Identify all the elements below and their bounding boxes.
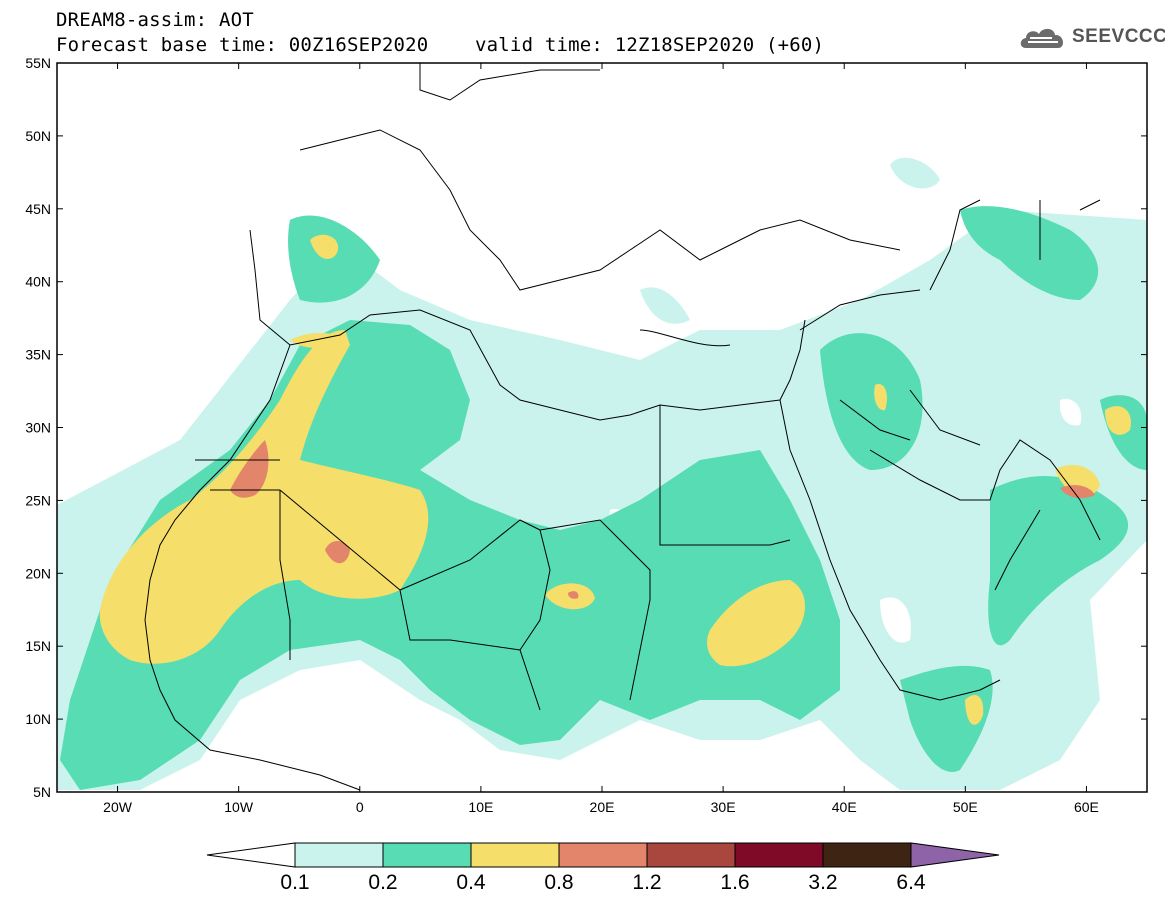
colorbar-label: 3.2 <box>808 871 837 894</box>
valid-time-value: 12Z18SEP2020 (+60) <box>614 34 825 56</box>
colorbar-label: 1.2 <box>632 871 661 894</box>
lat-tick-label: 20N <box>25 565 51 581</box>
colorbar-swatch <box>822 842 912 868</box>
colorbar-label: 6.4 <box>896 871 926 894</box>
map-title: DREAM8-assim: AOT <box>56 9 254 31</box>
colorbar-swatch <box>470 842 560 868</box>
lat-tick-label: 10N <box>25 711 51 727</box>
base-time-label: Forecast base time: <box>56 34 278 56</box>
base-time-value: 00Z16SEP2020 <box>288 34 429 56</box>
lat-tick-label: 30N <box>25 420 51 436</box>
lat-tick-label: 40N <box>25 274 51 290</box>
colorbar-swatch <box>734 842 824 868</box>
lon-tick-label: 20W <box>103 799 133 815</box>
lat-tick-label: 15N <box>25 638 51 654</box>
colorbar-label: 0.2 <box>368 871 397 894</box>
colorbar-under-arrow <box>206 842 296 868</box>
colorbar: 0.1 0.2 0.4 0.8 1.2 1.6 3.2 6.4 <box>206 842 1000 894</box>
aot-field <box>57 157 1147 790</box>
colorbar-swatch <box>646 842 736 868</box>
colorbar-label: 0.4 <box>456 871 486 894</box>
lon-tick-label: 10E <box>468 799 493 815</box>
colorbar-label: 1.6 <box>720 871 749 894</box>
lon-tick-label: 0 <box>356 799 364 815</box>
lat-tick-label: 45N <box>25 201 51 217</box>
time-info: Forecast base time: 00Z16SEP2020 valid t… <box>56 34 824 56</box>
lat-tick-label: 50N <box>25 128 51 144</box>
lon-tick-label: 60E <box>1074 799 1099 815</box>
logo-text: SEEVCCC <box>1072 26 1165 47</box>
lat-tick-label: 35N <box>25 347 51 363</box>
lon-tick-label: 10W <box>224 799 254 815</box>
lon-tick-label: 40E <box>832 799 857 815</box>
aot-level-0.4 <box>99 234 1131 725</box>
axes: 55N 50N 45N 40N 35N 30N 25N 20N 15N 10N 5N 20W 10W 0 1… <box>25 55 1147 815</box>
lat-tick-label: 55N <box>25 55 51 71</box>
lon-tick-label: 50E <box>953 799 978 815</box>
colorbar-swatch <box>294 842 384 868</box>
seevccc-logo: SEEVCCC <box>1018 24 1165 50</box>
lon-tick-label: 30E <box>711 799 736 815</box>
cloud-icon <box>1020 28 1064 48</box>
colorbar-over-arrow <box>910 842 1000 868</box>
lat-tick-label: 25N <box>25 492 51 508</box>
coastlines-borders <box>144 63 1101 791</box>
colorbar-swatch <box>382 842 472 868</box>
lat-tick-label: 5N <box>33 784 51 800</box>
colorbar-swatch <box>558 842 648 868</box>
colorbar-label: 0.8 <box>544 871 573 894</box>
lon-tick-label: 20E <box>590 799 615 815</box>
aot-level-0.8 <box>230 440 1095 599</box>
valid-time-label: valid time: <box>475 34 604 56</box>
colorbar-label: 0.1 <box>280 871 309 894</box>
